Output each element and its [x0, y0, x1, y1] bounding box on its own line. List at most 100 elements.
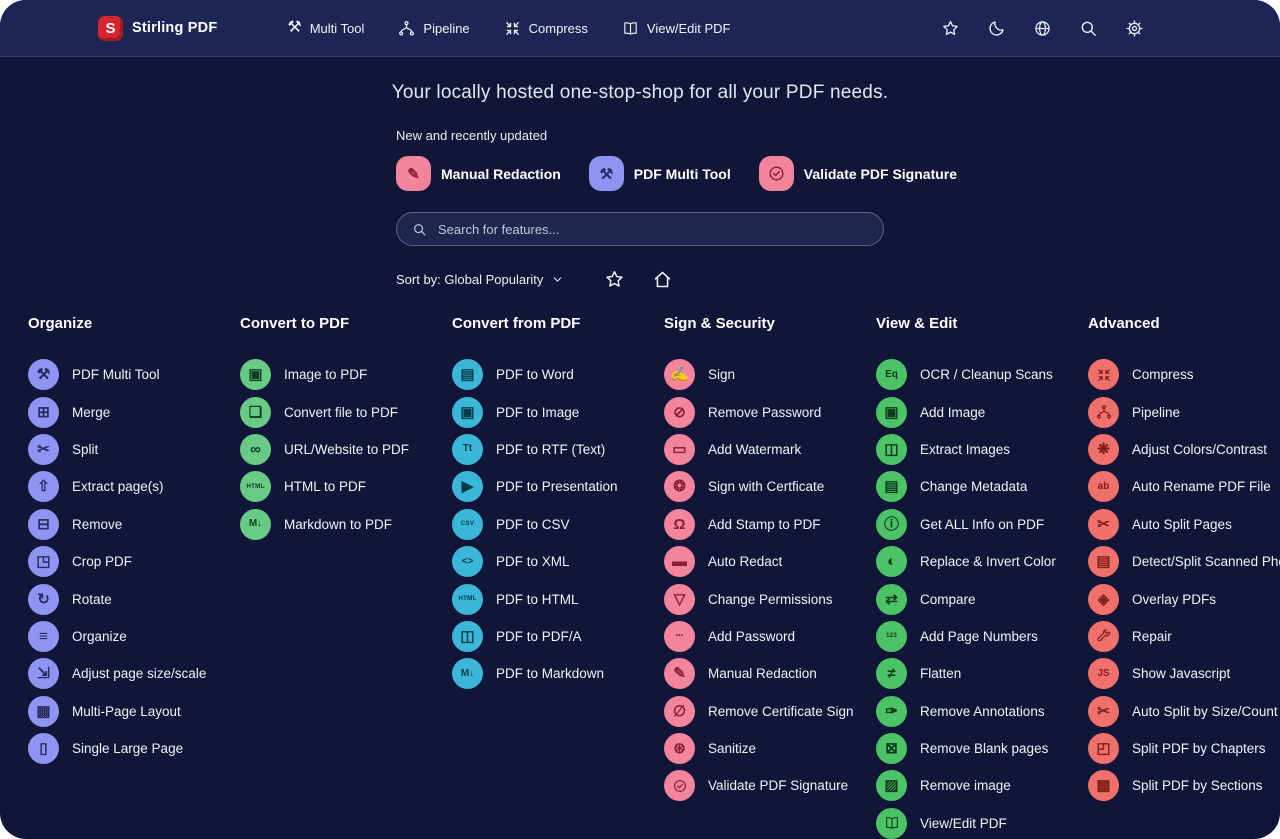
tool-pdf-to-html[interactable]: HTML PDF to HTML — [452, 580, 579, 617]
tool-label: Remove — [72, 516, 123, 532]
tool-sanitize[interactable]: ⊛ Sanitize — [664, 730, 756, 767]
tool-extract-images[interactable]: ◫ Extract Images — [876, 431, 1010, 468]
tool-add-image[interactable]: ▣ Add Image — [876, 393, 985, 430]
favorites-view-button[interactable] — [604, 269, 625, 290]
tool-label: Add Image — [920, 404, 986, 420]
tool-pdf-to-csv[interactable]: CSV PDF to CSV — [452, 506, 570, 543]
tool-remove-image[interactable]: ▨ Remove image — [876, 767, 1011, 804]
tool-remove[interactable]: ⊟ Remove — [28, 506, 122, 543]
tool-url-website-to-pdf[interactable]: ∞ URL/Website to PDF — [240, 431, 409, 468]
tool-label: Organize — [72, 628, 127, 644]
tool-pdf-multi-tool[interactable]: ⚒ PDF Multi Tool — [28, 356, 160, 393]
tool-pdf-to-presentation[interactable]: ▶ PDF to Presentation — [452, 468, 618, 505]
tool-add-stamp-to-pdf[interactable]: Ω Add Stamp to PDF — [664, 506, 821, 543]
tool-detect-split-scanned-photos[interactable]: ▤ Detect/Split Scanned Photos — [1088, 543, 1280, 580]
remove-certificate-sign-icon: ∅ — [672, 702, 687, 720]
tool-split-pdf-by-chapters[interactable]: ◰ Split PDF by Chapters — [1088, 730, 1266, 767]
nav-item-pipeline[interactable]: Pipeline — [398, 20, 470, 37]
tool-ocr-cleanup-scans[interactable]: Eq OCR / Cleanup Scans — [876, 356, 1053, 393]
tool-compress[interactable]: Compress — [1088, 356, 1194, 393]
dark-mode-button[interactable] — [987, 19, 1006, 38]
search-bar[interactable] — [396, 212, 884, 246]
favorites-button[interactable] — [941, 19, 960, 38]
tool-remove-certificate-sign[interactable]: ∅ Remove Certificate Sign — [664, 693, 854, 730]
brand-name: Stirling PDF — [132, 20, 218, 36]
tool-change-permissions[interactable]: ▽ Change Permissions — [664, 580, 833, 617]
column-convert-from-pdf: Convert from PDF ▤ PDF to Word ▣ PDF to Imag… — [452, 315, 664, 693]
tool-adjust-colors-contrast[interactable]: ❋ Adjust Colors/Contrast — [1088, 431, 1267, 468]
tool-compare[interactable]: ⇄ Compare — [876, 580, 976, 617]
tool-show-javascript[interactable]: JS Show Javascript — [1088, 655, 1230, 692]
tool-markdown-to-pdf[interactable]: M↓ Markdown to PDF — [240, 506, 392, 543]
sort-dropdown[interactable]: Sort by: Global Popularity — [396, 272, 564, 287]
tool-replace-invert-color[interactable]: ◐ Replace & Invert Color — [876, 543, 1056, 580]
featured-pdf-multi-tool[interactable]: ⚒ PDF Multi Tool — [588, 156, 731, 191]
tool-auto-split-pages[interactable]: ✂ Auto Split Pages — [1088, 506, 1232, 543]
tool-html-to-pdf[interactable]: HTML HTML to PDF — [240, 468, 366, 505]
tool-adjust-page-size-scale[interactable]: ⇲ Adjust page size/scale — [28, 655, 206, 692]
split-pdf-sections-circle: ▩ — [1088, 770, 1119, 802]
tool-sign[interactable]: ✍ Sign — [664, 356, 735, 393]
tool-flatten[interactable]: ≠ Flatten — [876, 655, 961, 692]
tool-extract-page-s[interactable]: ⇧ Extract page(s) — [28, 468, 164, 505]
tool-convert-file-to-pdf[interactable]: ❏ Convert file to PDF — [240, 393, 398, 430]
navbar-actions — [941, 19, 1144, 38]
tool-pdf-to-xml[interactable]: <> PDF to XML — [452, 543, 570, 580]
nav-item-view-edit-pdf[interactable]: View/Edit PDF — [622, 20, 731, 37]
brand[interactable]: S Stirling PDF — [98, 15, 218, 41]
tool-image-to-pdf[interactable]: ▣ Image to PDF — [240, 356, 367, 393]
tool-remove-password[interactable]: ⊘ Remove Password — [664, 393, 821, 430]
tool-pdf-to-word[interactable]: ▤ PDF to Word — [452, 356, 574, 393]
tool-validate-pdf-signature[interactable]: Validate PDF Signature — [664, 767, 848, 804]
tool-auto-rename-pdf-file[interactable]: ab Auto Rename PDF File — [1088, 468, 1271, 505]
tool-add-password[interactable]: ••• Add Password — [664, 618, 795, 655]
language-button[interactable] — [1033, 19, 1052, 38]
get-all-info-circle: ⓘ — [876, 508, 907, 540]
featured-row: ✎ Manual Redaction ⚒ PDF Multi Tool Validate… — [396, 156, 957, 191]
search-button[interactable] — [1079, 19, 1098, 38]
tool-label: Change Permissions — [708, 591, 833, 607]
featured-manual-redaction[interactable]: ✎ Manual Redaction — [396, 156, 561, 191]
home-view-button[interactable] — [652, 269, 673, 290]
remove-annotations-circle: ✑ — [876, 695, 907, 727]
tool-overlay-pdfs[interactable]: ◈ Overlay PDFs — [1088, 580, 1216, 617]
tool-manual-redaction[interactable]: ✎ Manual Redaction — [664, 655, 817, 692]
tool-pipeline[interactable]: Pipeline — [1088, 393, 1180, 430]
remove-image-icon: ▨ — [884, 777, 899, 795]
tool-get-all-info-on-pdf[interactable]: ⓘ Get ALL Info on PDF — [876, 506, 1044, 543]
tool-multi-page-layout[interactable]: ▦ Multi-Page Layout — [28, 693, 181, 730]
tool-merge[interactable]: ⊞ Merge — [28, 393, 110, 430]
tool-split[interactable]: ✂ Split — [28, 431, 98, 468]
tool-rotate[interactable]: ↻ Rotate — [28, 580, 112, 617]
search-input[interactable] — [438, 221, 868, 237]
featured-validate-pdf-signature[interactable]: Validate PDF Signature — [758, 156, 957, 191]
tool-remove-annotations[interactable]: ✑ Remove Annotations — [876, 693, 1045, 730]
auto-redact-circle: ▬ — [664, 546, 695, 578]
adjust-page-size-circle: ⇲ — [28, 658, 59, 690]
tool-split-pdf-by-sections[interactable]: ▩ Split PDF by Sections — [1088, 767, 1263, 804]
tool-add-page-numbers[interactable]: 123 Add Page Numbers — [876, 618, 1038, 655]
nav-item-compress[interactable]: Compress — [504, 20, 588, 37]
tool-sign-with-certficate[interactable]: ❂ Sign with Certficate — [664, 468, 824, 505]
tool-auto-redact[interactable]: ▬ Auto Redact — [664, 543, 782, 580]
tool-pdf-to-rtf-text[interactable]: Tt PDF to RTF (Text) — [452, 431, 605, 468]
tool-label: Remove Annotations — [920, 703, 1045, 719]
tool-crop-pdf[interactable]: ◳ Crop PDF — [28, 543, 132, 580]
pdf-to-pdfa-circle: ◫ — [452, 620, 483, 652]
tool-view-edit-pdf[interactable]: View/Edit PDF — [876, 805, 1007, 839]
tool-single-large-page[interactable]: ▯ Single Large Page — [28, 730, 183, 767]
manual-redaction-badge: ✎ — [396, 156, 431, 191]
tool-columns: Organize ⚒ PDF Multi Tool ⊞ Merge ✂ Split ⇧ Extr… — [28, 315, 1280, 839]
tool-change-metadata[interactable]: ▤ Change Metadata — [876, 468, 1027, 505]
tool-pdf-to-pdf-a[interactable]: ◫ PDF to PDF/A — [452, 618, 582, 655]
settings-button[interactable] — [1125, 19, 1144, 38]
tool-pdf-to-image[interactable]: ▣ PDF to Image — [452, 393, 579, 430]
tool-pdf-to-markdown[interactable]: M↓ PDF to Markdown — [452, 655, 604, 692]
nav-item-multi-tool[interactable]: ⚒ Multi Tool — [287, 20, 364, 37]
tool-add-watermark[interactable]: ▭ Add Watermark — [664, 431, 801, 468]
tool-repair[interactable]: Repair — [1088, 618, 1172, 655]
tool-auto-split-by-size-count[interactable]: ✂ Auto Split by Size/Count — [1088, 693, 1278, 730]
tool-label: Overlay PDFs — [1132, 591, 1217, 607]
tool-organize[interactable]: ≡ Organize — [28, 618, 127, 655]
tool-remove-blank-pages[interactable]: ⊠ Remove Blank pages — [876, 730, 1048, 767]
